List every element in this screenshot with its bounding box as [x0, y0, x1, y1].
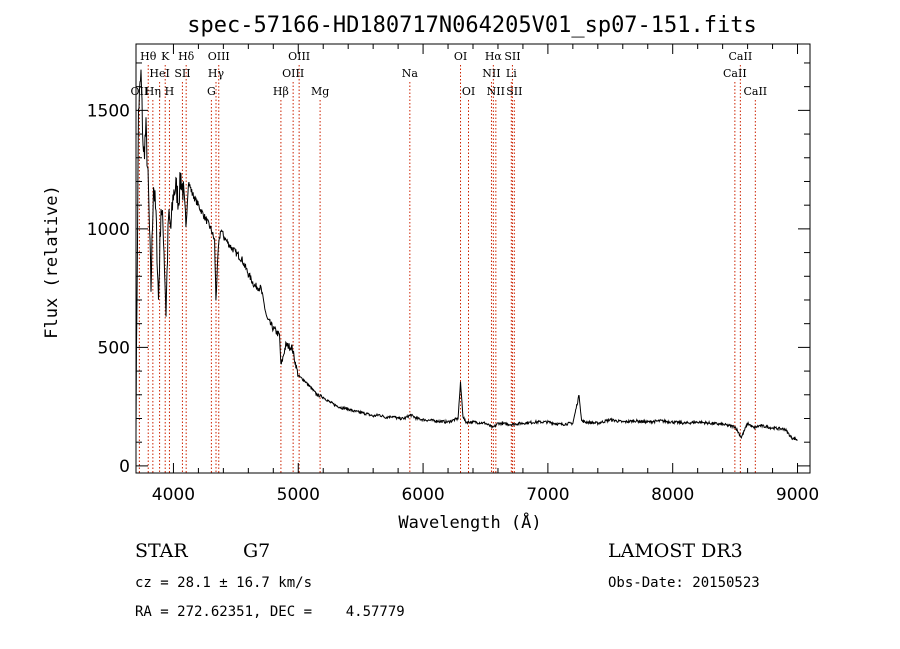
spectral-line-label: Mg — [311, 85, 329, 98]
object-subclass: G7 — [243, 540, 271, 562]
spectral-line-label: CaII — [723, 67, 747, 80]
spectral-line-label: Hδ — [178, 50, 195, 63]
redshift-velocity: cz = 28.1 ± 16.7 km/s — [135, 575, 313, 591]
x-tick-label: 5000 — [277, 485, 320, 505]
y-tick-label: 500 — [98, 338, 130, 358]
spectral-line-label: OI — [462, 85, 475, 98]
y-axis-ticks: 0 500 1000 1500 — [87, 62, 810, 477]
spectrum-series — [135, 69, 798, 441]
spectral-line-label: Hγ — [208, 67, 225, 80]
observation-date: Obs-Date: 20150523 — [608, 575, 760, 591]
spectral-line-label: NII — [487, 85, 505, 98]
spectral-line-label: OIII — [282, 67, 304, 80]
x-tick-label: 6000 — [401, 485, 444, 505]
spectral-line-label: CaII — [729, 50, 753, 63]
spectral-line-label: OIII — [208, 50, 230, 63]
y-axis-label: Flux (relative) — [42, 185, 62, 339]
y-tick-label: 1500 — [87, 101, 130, 121]
spectral-line-label: HeI — [149, 67, 169, 80]
spectral-line-labels: OIIHθHηKHeIHSIIHδGHγOIIIHβOIIIOIIIMgNaOI… — [131, 50, 768, 98]
spectral-line-label: Na — [402, 67, 419, 80]
spectral-line-label: Li — [506, 67, 517, 80]
spectral-line-label: Hβ — [273, 85, 289, 98]
spectral-line-label: G — [207, 85, 216, 98]
spectral-line-label: CaII — [743, 85, 767, 98]
spectral-line-markers — [138, 65, 756, 473]
spectral-line-label: H — [165, 85, 175, 98]
x-tick-label: 8000 — [651, 485, 694, 505]
y-tick-label: 1000 — [87, 220, 130, 240]
spectral-line-label: SII — [504, 50, 520, 63]
spectral-line-label: SII — [506, 85, 522, 98]
spectral-line-label: SII — [174, 67, 190, 80]
spectral-line-label: K — [161, 50, 170, 63]
x-tick-label: 4000 — [152, 485, 195, 505]
spectral-line-label: Hη — [145, 85, 161, 98]
coordinates: RA = 272.62351, DEC = 4.57779 — [135, 604, 405, 620]
x-axis-label: Wavelength (Å) — [398, 511, 541, 533]
x-tick-label: 7000 — [526, 485, 569, 505]
x-axis-ticks: 4000 5000 6000 7000 8000 9000 — [152, 44, 819, 505]
y-tick-label: 0 — [119, 457, 130, 477]
object-class: STAR — [135, 540, 188, 562]
x-tick-label: 9000 — [776, 485, 819, 505]
plot-frame — [135, 43, 811, 474]
chart-title: spec-57166-HD180717N064205V01_sp07-151.f… — [187, 13, 757, 38]
spectral-line-label: OI — [454, 50, 467, 63]
spectral-line-label: NII — [482, 67, 500, 80]
spectral-line-label: Hα — [485, 50, 503, 63]
spectral-line-label: OIII — [288, 50, 310, 63]
survey-name: LAMOST DR3 — [608, 540, 743, 562]
spectral-line-label: Hθ — [140, 50, 157, 63]
